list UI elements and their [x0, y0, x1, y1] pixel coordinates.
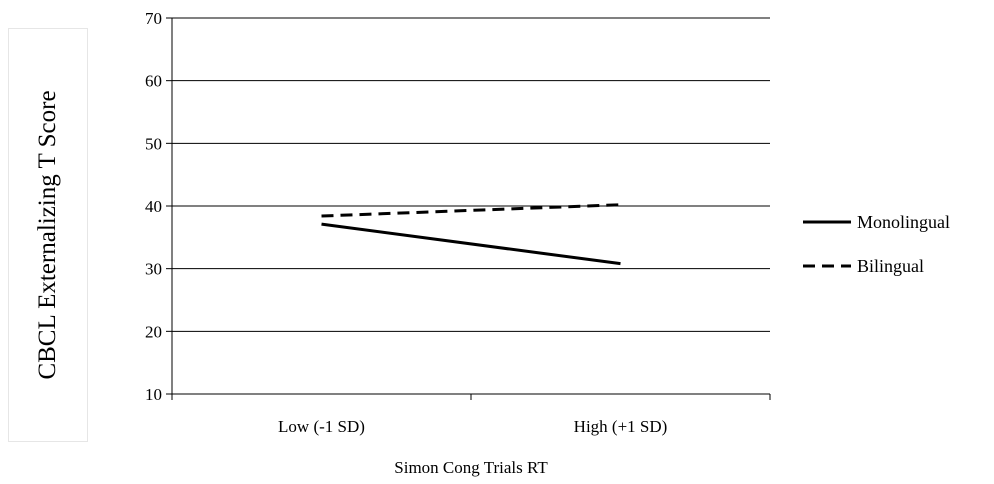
series-line-bilingual	[321, 203, 621, 218]
y-tick-label: 20	[145, 322, 162, 341]
x-tick-label: High (+1 SD)	[574, 417, 668, 436]
x-axis-label: Simon Cong Trials RT	[394, 458, 548, 477]
y-tick-label: 60	[145, 72, 162, 91]
y-axis-label-box: CBCL Externalizing T Score	[8, 28, 88, 442]
legend-label-bilingual: Bilingual	[857, 256, 924, 276]
y-tick-label: 40	[145, 197, 162, 216]
y-tick-label: 70	[145, 9, 162, 28]
y-tick-label: 10	[145, 385, 162, 404]
x-tick-label: Low (-1 SD)	[278, 417, 365, 436]
series-line-monolingual	[321, 222, 621, 266]
legend-label-monolingual: Monolingual	[857, 212, 950, 232]
y-tick-label: 30	[145, 260, 162, 279]
y-tick-label: 50	[145, 134, 162, 153]
